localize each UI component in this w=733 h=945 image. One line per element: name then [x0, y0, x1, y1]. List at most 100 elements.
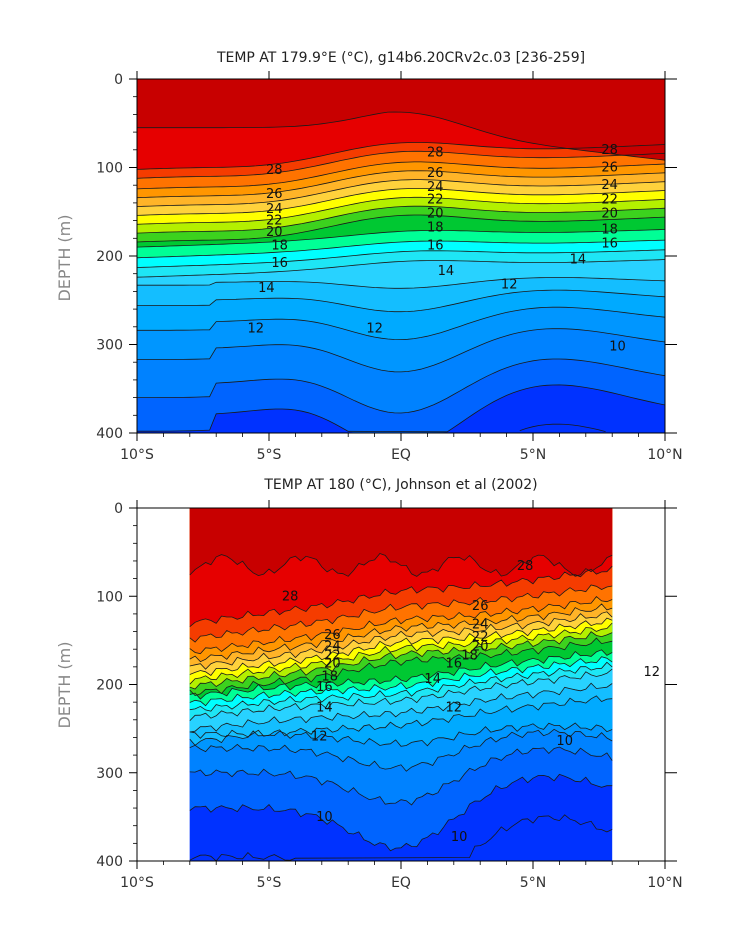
contour-line-11	[137, 358, 666, 414]
contour-label: 24	[324, 640, 341, 655]
contour-line-29	[189, 553, 613, 577]
contour-label: 28	[601, 143, 618, 158]
y-tick-label: 400	[96, 426, 123, 442]
contour-line-21	[189, 631, 613, 690]
y-tick-label: 200	[96, 249, 123, 265]
y-tick-label: 200	[96, 678, 123, 694]
contour-line-16	[189, 668, 613, 721]
contour-line-23	[189, 617, 613, 676]
contour-label: 20	[324, 656, 341, 671]
contour-label: 26	[601, 161, 618, 176]
x-tick-label: EQ	[391, 447, 411, 463]
contour-label: 24	[472, 618, 489, 633]
y-tick-label: 300	[96, 338, 123, 354]
contour-label: 18	[601, 222, 618, 237]
y-tick-label: 100	[96, 589, 123, 605]
contour-label: 14	[316, 700, 333, 715]
contour-label: 20	[472, 640, 489, 655]
x-tick-label: EQ	[391, 875, 411, 891]
contour-label: 26	[472, 599, 489, 614]
fill-band-29	[189, 508, 613, 577]
contour-line-27	[189, 584, 613, 643]
contour-label: 28	[517, 559, 534, 574]
panel-top-contour-lines	[136, 111, 666, 433]
contour-line-18	[136, 239, 666, 259]
contour-line-12	[137, 328, 666, 373]
x-tick-label: 5°N	[520, 875, 546, 891]
contour-label: 12	[446, 700, 463, 715]
contour-line-9	[189, 814, 613, 862]
contour-line-13	[137, 306, 666, 341]
contour-line-28	[136, 142, 666, 170]
contour-line-27	[136, 150, 666, 179]
contour-line-14	[137, 289, 666, 313]
contour-line-17	[136, 249, 666, 268]
contour-label: 12	[311, 730, 328, 745]
y-tick-label: 300	[96, 766, 123, 782]
x-tick-label: 5°S	[257, 875, 282, 891]
contour-line-16	[136, 259, 666, 278]
contour-label: 18	[321, 670, 338, 685]
x-tick-label: 10°N	[647, 447, 682, 463]
contour-label: 14	[438, 264, 455, 279]
contour-label: 16	[601, 237, 618, 252]
contour-line-22	[136, 196, 666, 225]
contour-label: 16	[446, 656, 463, 671]
contour-line-15	[137, 277, 666, 289]
contour-line-20	[189, 637, 613, 697]
x-tick-label: 10°S	[120, 447, 154, 463]
contour-line-22	[189, 622, 613, 685]
contour-line-15	[189, 682, 613, 733]
contour-label: 10	[609, 339, 626, 354]
x-tick-label: 10°S	[120, 875, 154, 891]
contour-line-11	[189, 746, 613, 806]
contour-line-21	[136, 205, 666, 234]
contour-label: 22	[427, 192, 444, 207]
contour-label: 10	[451, 830, 468, 845]
contour-label: 16	[316, 680, 333, 695]
contour-line-13	[189, 722, 613, 747]
panel-bottom-ylabel: DEPTH (m)	[55, 641, 74, 728]
contour-line-23	[136, 188, 666, 216]
contour-label: 26	[427, 166, 444, 181]
contour-label: 24	[427, 180, 444, 195]
contour-label: 28	[282, 589, 299, 604]
contour-line-19	[136, 229, 666, 248]
contour-label: 16	[427, 238, 444, 253]
contour-line-10	[189, 773, 613, 852]
contour-label: 26	[266, 187, 283, 202]
contour-label: 16	[271, 256, 288, 271]
x-tick-label: 5°N	[520, 447, 546, 463]
contour-label: 14	[258, 281, 275, 296]
contour-label: 28	[266, 163, 283, 178]
panel-bottom-fills	[189, 508, 613, 861]
panel-top-title: TEMP AT 179.9°E (°C), g14b6.20CRv2c.03 […	[216, 50, 585, 66]
contour-label: 22	[601, 192, 618, 207]
contour-label: 20	[266, 225, 283, 240]
panel-bottom: TEMP AT 180 (°C), Johnson et al (2002) D…	[55, 477, 683, 891]
contour-label: 10	[316, 810, 333, 825]
y-tick-label: 0	[114, 501, 123, 517]
contour-line-28	[189, 565, 613, 628]
contour-line-10	[137, 384, 666, 433]
contour-line-17	[189, 661, 613, 712]
contour-line-19	[189, 649, 613, 700]
panel-top: TEMP AT 179.9°E (°C), g14b6.20CRv2c.03 […	[55, 50, 683, 463]
contour-label: 28	[427, 146, 444, 161]
contour-label: 10	[556, 734, 573, 749]
panel-bottom-contour-lines	[189, 553, 613, 862]
y-tick-label: 100	[96, 161, 123, 177]
contour-label: 20	[427, 207, 444, 222]
contour-label: 22	[266, 214, 283, 229]
contour-line-26	[189, 596, 613, 655]
contour-label: 24	[601, 178, 618, 193]
contour-label: 26	[324, 628, 341, 643]
panel-bottom-title: TEMP AT 180 (°C), Johnson et al (2002)	[263, 477, 537, 493]
panel-bottom-contour-labels: 2826242220181614121028262422201816141212…	[282, 559, 660, 845]
contour-line-24	[189, 611, 613, 670]
fill-band-29	[137, 79, 665, 161]
x-tick-label: 5°S	[257, 447, 282, 463]
contour-line-25	[189, 603, 613, 663]
